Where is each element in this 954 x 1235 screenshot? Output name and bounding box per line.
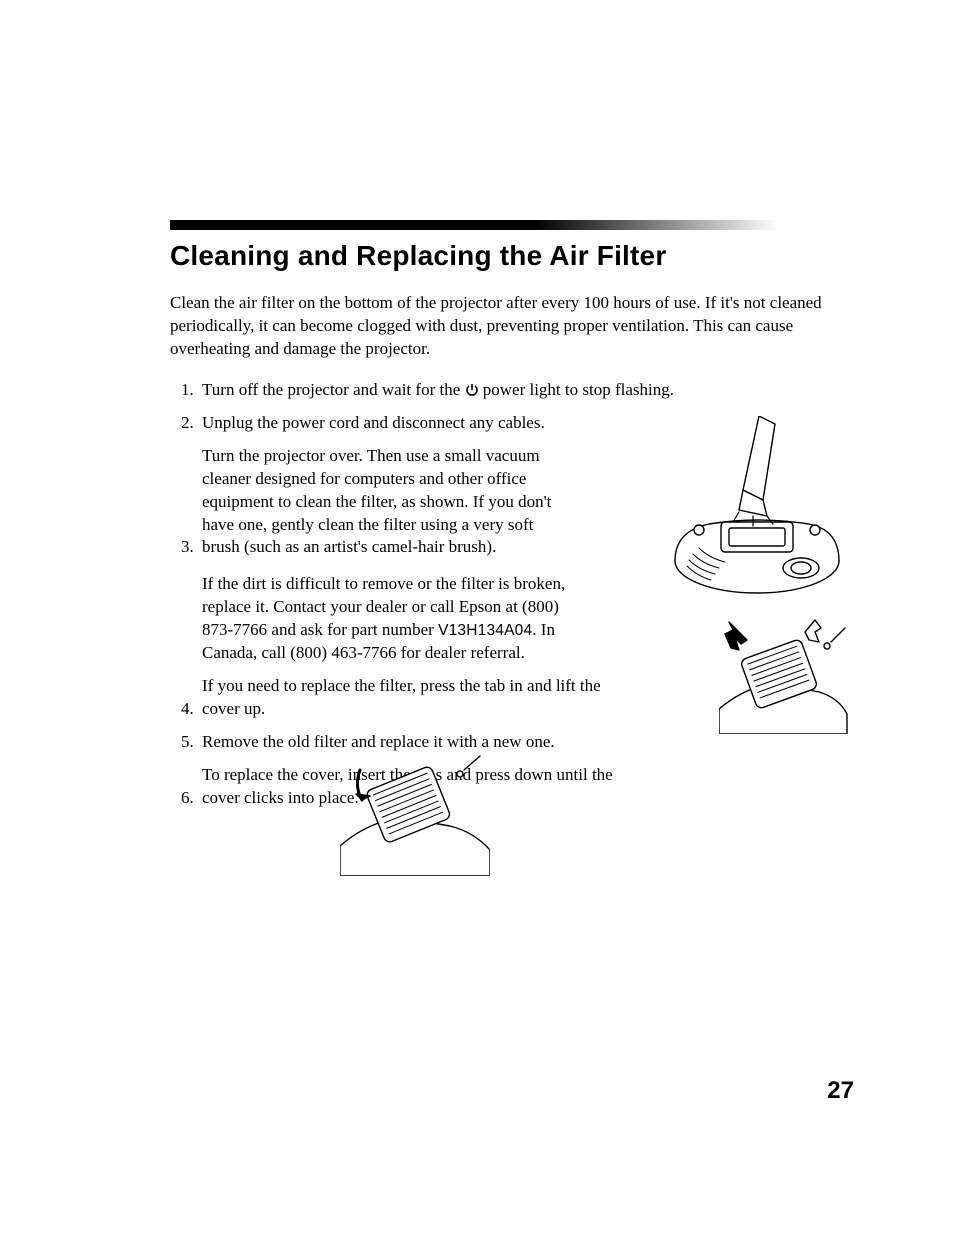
- replace-cover-illustration: [340, 746, 490, 876]
- heading-rule: [170, 220, 778, 230]
- manual-page: Cleaning and Replacing the Air Filter Cl…: [0, 0, 954, 1235]
- section-title: Cleaning and Replacing the Air Filter: [170, 240, 854, 272]
- power-icon: [465, 383, 479, 397]
- step-6: To replace the cover, insert the tabs an…: [198, 764, 854, 810]
- part-number: V13H134A04: [438, 622, 532, 639]
- intro-paragraph: Clean the air filter on the bottom of th…: [170, 292, 854, 361]
- step-1-text-pre: Turn off the projector and wait for the: [202, 380, 465, 399]
- step-5: Remove the old filter and replace it wit…: [198, 731, 854, 754]
- press-tab-illustration: [719, 614, 849, 734]
- step-1-text-post: power light to stop flashing.: [479, 380, 674, 399]
- step-5-text: Remove the old filter and replace it wit…: [202, 731, 854, 754]
- page-number: 27: [827, 1077, 854, 1105]
- step-4-text: If you need to replace the filter, press…: [202, 675, 632, 721]
- step-1: Turn off the projector and wait for the …: [198, 379, 854, 402]
- step-3-text-a: Turn the projector over. Then use a smal…: [202, 445, 572, 560]
- step-3-text-b: If the dirt is difficult to remove or th…: [202, 573, 572, 665]
- vacuum-cleaning-illustration: [669, 416, 849, 601]
